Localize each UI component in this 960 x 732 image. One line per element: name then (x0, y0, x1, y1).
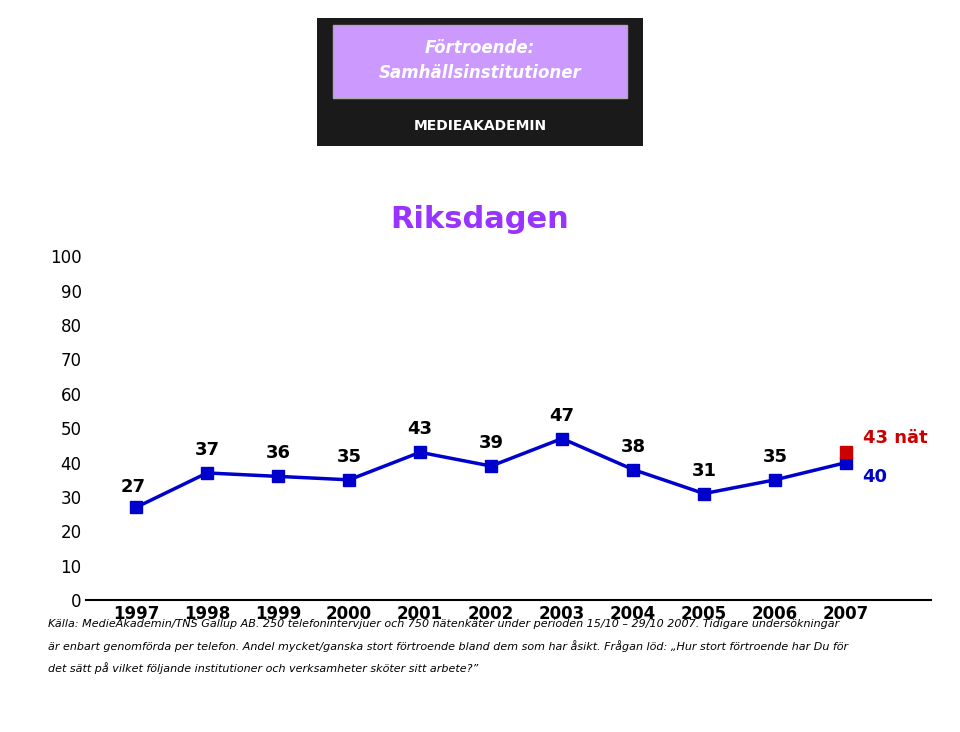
Text: Källa: MedieAkademin/TNS Gallup AB. 250 telefonintervjuer och 750 nätenkäter und: Källa: MedieAkademin/TNS Gallup AB. 250 … (48, 619, 839, 629)
Text: 37: 37 (195, 441, 220, 459)
Text: Riksdagen: Riksdagen (391, 205, 569, 234)
Text: 43: 43 (408, 420, 433, 438)
Text: 47: 47 (549, 407, 574, 425)
Text: 31: 31 (691, 462, 716, 479)
Text: 27: 27 (121, 478, 146, 496)
Text: Samhällsinstitutioner: Samhällsinstitutioner (378, 64, 582, 83)
Text: Förtroende:: Förtroende: (425, 39, 535, 57)
Text: MEDIEAKADEMIN: MEDIEAKADEMIN (414, 119, 546, 133)
Text: 38: 38 (620, 438, 645, 455)
Text: 40: 40 (863, 468, 888, 486)
Text: 35: 35 (762, 448, 787, 466)
Text: det sätt på vilket följande institutioner och verksamheter sköter sitt arbete?”: det sätt på vilket följande institutione… (48, 662, 478, 674)
FancyBboxPatch shape (333, 25, 627, 97)
Text: 43 nät: 43 nät (863, 429, 927, 447)
Text: 35: 35 (337, 448, 362, 466)
Text: 36: 36 (266, 444, 291, 463)
Text: 39: 39 (478, 434, 504, 452)
Text: är enbart genomförda per telefon. Andel mycket/ganska stort förtroende bland dem: är enbart genomförda per telefon. Andel … (48, 640, 848, 652)
